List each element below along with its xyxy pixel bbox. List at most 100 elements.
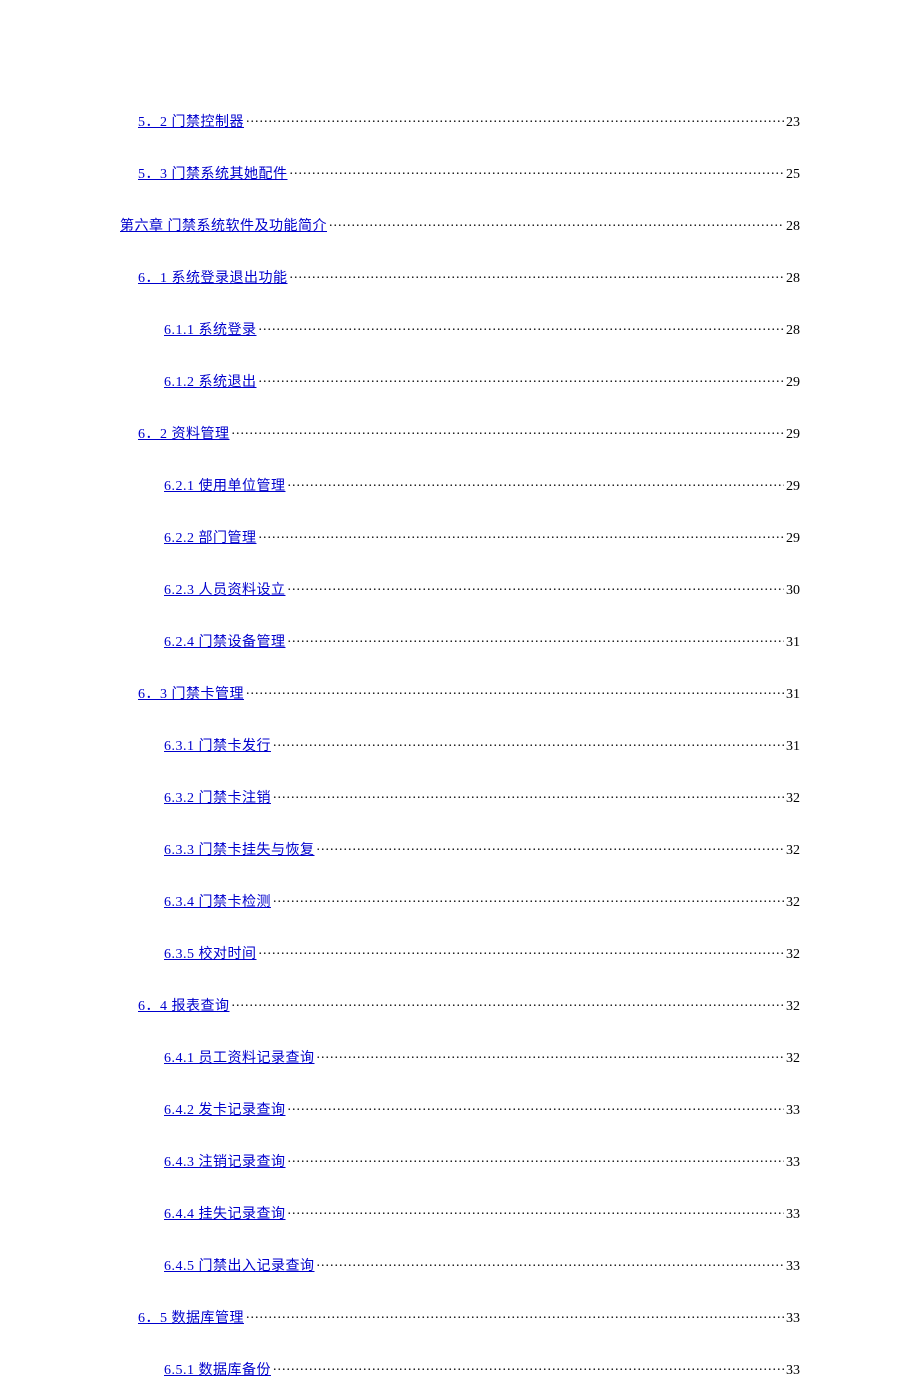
toc-entry: 6.4.5 门禁出入记录查询 33: [120, 1256, 800, 1274]
toc-page-number: 28: [784, 220, 800, 234]
toc-page-number: 25: [784, 168, 800, 182]
toc-leader: [290, 164, 785, 178]
toc-leader: [232, 996, 785, 1010]
toc-page-number: 32: [784, 1000, 800, 1014]
toc-link[interactable]: 6．5 数据库管理: [138, 1312, 244, 1326]
toc-link[interactable]: 5．2 门禁控制器: [138, 116, 244, 130]
toc-leader: [273, 1360, 784, 1374]
toc-leader: [273, 892, 784, 906]
toc-leader: [288, 1100, 785, 1114]
toc-entry: 5．2 门禁控制器 23: [120, 112, 800, 130]
toc-link[interactable]: 6.3.3 门禁卡挂失与恢复: [164, 844, 315, 858]
toc-entry: 6.3.2 门禁卡注销 32: [120, 788, 800, 806]
toc-link[interactable]: 6.2.3 人员资料设立: [164, 584, 286, 598]
toc-leader: [288, 580, 785, 594]
toc-page-number: 29: [784, 480, 800, 494]
toc-page-number: 32: [784, 844, 800, 858]
toc-page-number: 28: [784, 272, 800, 286]
toc-entry: 6.3.5 校对时间 32: [120, 944, 800, 962]
toc-entry: 5．3 门禁系统其她配件 25: [120, 164, 800, 182]
toc-link[interactable]: 6.4.4 挂失记录查询: [164, 1208, 286, 1222]
toc-link[interactable]: 6.2.4 门禁设备管理: [164, 636, 286, 650]
toc-page-number: 33: [784, 1156, 800, 1170]
toc-entry: 6.3.3 门禁卡挂失与恢复 32: [120, 840, 800, 858]
toc-leader: [288, 476, 785, 490]
toc-entry: 6.1.2 系统退出 29: [120, 372, 800, 390]
toc-link[interactable]: 6.4.5 门禁出入记录查询: [164, 1260, 315, 1274]
toc-entry: 6.3.1 门禁卡发行 31: [120, 736, 800, 754]
toc-page-number: 32: [784, 792, 800, 806]
toc-entry: 6.2.4 门禁设备管理 31: [120, 632, 800, 650]
toc-link[interactable]: 6.3.1 门禁卡发行: [164, 740, 271, 754]
toc-entry: 6.4.3 注销记录查询 33: [120, 1152, 800, 1170]
toc-leader: [232, 424, 785, 438]
toc-page-number: 31: [784, 636, 800, 650]
toc-entry: 6.2.1 使用单位管理 29: [120, 476, 800, 494]
toc-leader: [288, 1204, 785, 1218]
toc-entry: 6．5 数据库管理 33: [120, 1308, 800, 1326]
toc-leader: [317, 1048, 785, 1062]
toc-link[interactable]: 第六章 门禁系统软件及功能简介: [120, 220, 327, 234]
toc-page: 5．2 门禁控制器 23 5．3 门禁系统其她配件 25 第六章 门禁系统软件及…: [0, 0, 920, 1302]
toc-link[interactable]: 6．4 报表查询: [138, 1000, 230, 1014]
toc-entry: 6.2.2 部门管理 29: [120, 528, 800, 546]
toc-entry: 6.4.2 发卡记录查询 33: [120, 1100, 800, 1118]
toc-page-number: 29: [784, 532, 800, 546]
toc-link[interactable]: 6.3.5 校对时间: [164, 948, 257, 962]
toc-link[interactable]: 5．3 门禁系统其她配件: [138, 168, 288, 182]
toc-entry: 第六章 门禁系统软件及功能简介 28: [120, 216, 800, 234]
toc-link[interactable]: 6.4.3 注销记录查询: [164, 1156, 286, 1170]
toc-link[interactable]: 6.3.2 门禁卡注销: [164, 792, 271, 806]
toc-link[interactable]: 6.1.1 系统登录: [164, 324, 257, 338]
toc-entry: 6．1 系统登录退出功能 28: [120, 268, 800, 286]
toc-link[interactable]: 6.5.1 数据库备份: [164, 1364, 271, 1378]
toc-page-number: 31: [784, 688, 800, 702]
toc-leader: [317, 1256, 785, 1270]
toc-page-number: 32: [784, 896, 800, 910]
toc-leader: [273, 788, 784, 802]
toc-link[interactable]: 6．1 系统登录退出功能: [138, 272, 288, 286]
toc-entry: 6．3 门禁卡管理 31: [120, 684, 800, 702]
toc-page-number: 23: [784, 116, 800, 130]
toc-entry: 6.4.4 挂失记录查询 33: [120, 1204, 800, 1222]
toc-leader: [290, 268, 785, 282]
toc-page-number: 33: [784, 1312, 800, 1326]
toc-leader: [246, 1308, 784, 1322]
toc-page-number: 29: [784, 428, 800, 442]
toc-page-number: 33: [784, 1208, 800, 1222]
toc-leader: [259, 944, 785, 958]
toc-leader: [273, 736, 784, 750]
toc-leader: [259, 372, 785, 386]
toc-entry: 6．2 资料管理 29: [120, 424, 800, 442]
toc-page-number: 33: [784, 1364, 800, 1378]
toc-leader: [288, 632, 785, 646]
toc-page-number: 32: [784, 948, 800, 962]
toc-link[interactable]: 6.4.1 员工资料记录查询: [164, 1052, 315, 1066]
toc-link[interactable]: 6.2.1 使用单位管理: [164, 480, 286, 494]
toc-link[interactable]: 6．2 资料管理: [138, 428, 230, 442]
toc-link[interactable]: 6.3.4 门禁卡检测: [164, 896, 271, 910]
toc-entry: 6.2.3 人员资料设立 30: [120, 580, 800, 598]
toc-link[interactable]: 6.2.2 部门管理: [164, 532, 257, 546]
toc-link[interactable]: 6.4.2 发卡记录查询: [164, 1104, 286, 1118]
toc-leader: [317, 840, 785, 854]
toc-entry: 6.1.1 系统登录 28: [120, 320, 800, 338]
toc-leader: [329, 216, 784, 230]
toc-leader: [288, 1152, 785, 1166]
toc-page-number: 29: [784, 376, 800, 390]
toc-page-number: 33: [784, 1104, 800, 1118]
toc-leader: [259, 528, 785, 542]
toc-page-number: 30: [784, 584, 800, 598]
toc-link[interactable]: 6.1.2 系统退出: [164, 376, 257, 390]
toc-link[interactable]: 6．3 门禁卡管理: [138, 688, 244, 702]
toc-entry: 6.4.1 员工资料记录查询 32: [120, 1048, 800, 1066]
toc-page-number: 33: [784, 1260, 800, 1274]
toc-entry: 6.5.1 数据库备份 33: [120, 1360, 800, 1378]
toc-leader: [246, 684, 784, 698]
toc-page-number: 32: [784, 1052, 800, 1066]
toc-leader: [259, 320, 785, 334]
toc-leader: [246, 112, 784, 126]
toc-page-number: 28: [784, 324, 800, 338]
toc-entry: 6．4 报表查询 32: [120, 996, 800, 1014]
toc-entry: 6.3.4 门禁卡检测 32: [120, 892, 800, 910]
